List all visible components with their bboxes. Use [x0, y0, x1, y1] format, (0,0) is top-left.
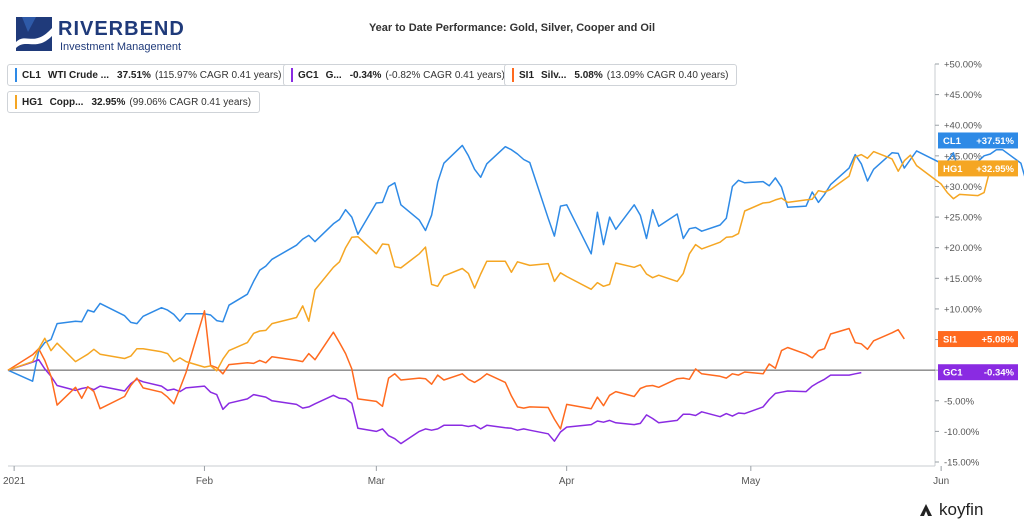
legend-cagr: (99.06% CAGR 0.41 years) — [129, 97, 252, 108]
legend-cagr: (13.09% CAGR 0.40 years) — [606, 70, 729, 81]
y-tick-label: +35.00% — [944, 151, 982, 162]
end-label-ticker: GC1 — [943, 368, 963, 379]
legend-change: 32.95% — [91, 97, 126, 108]
x-tick-label: May — [741, 476, 760, 487]
end-label-bg — [938, 364, 1018, 381]
y-tick-label: -10.00% — [944, 427, 980, 438]
legend-change: 37.51% — [117, 70, 151, 81]
legend-cagr: (-0.82% CAGR 0.41 years) — [385, 70, 505, 81]
end-label-bg — [938, 132, 1018, 149]
legend-ticker: SI1 — [519, 70, 535, 81]
series-line-cl1 — [7, 144, 1024, 382]
legend-change: 5.08% — [574, 70, 603, 81]
y-tick-label: +50.00% — [944, 60, 982, 71]
legend-item-cl1[interactable]: CL1 WTI Crude ... 37.51% (115.97% CAGR 0.41… — [7, 64, 291, 86]
y-tick-label: +45.00% — [944, 90, 982, 101]
end-label-value: +37.51% — [976, 136, 1014, 147]
end-label-si1: SI1 +5.08% — [938, 331, 1018, 348]
koyfin-watermark: koyfin — [939, 500, 984, 519]
y-tick-label: +30.00% — [944, 182, 982, 193]
end-label-ticker: HG1 — [943, 164, 963, 175]
legend-item-hg1[interactable]: HG1 Copp... 32.95% (99.06% CAGR 0.41 years) — [7, 91, 261, 113]
legend-ticker: HG1 — [22, 97, 43, 108]
y-tick-label: -5.00% — [944, 396, 975, 407]
legend-ticker: GC1 — [298, 70, 319, 81]
y-tick-label: +40.00% — [944, 121, 982, 132]
legend-swatch — [512, 68, 514, 83]
series-line-hg1 — [7, 150, 1003, 372]
y-tick-label: -15.00% — [944, 458, 980, 469]
legend-change: -0.34% — [349, 70, 382, 81]
legend-item-gc1[interactable]: GC1 G... -0.34% (-0.82% CAGR 0.41 years) — [283, 64, 514, 86]
y-tick-label: +25.00% — [944, 213, 982, 224]
end-label-bg — [938, 331, 1018, 348]
legend-ticker: CL1 — [22, 70, 41, 81]
end-label-bg — [938, 160, 1018, 177]
legend-item-si1[interactable]: SI1 Silv... 5.08% (13.09% CAGR 0.40 years) — [504, 64, 738, 86]
y-tick-label: +20.00% — [944, 243, 982, 254]
y-tick-label: +5.00% — [944, 335, 977, 346]
legend-cagr: (115.97% CAGR 0.41 years) — [154, 70, 282, 81]
end-label-ticker: SI1 — [943, 335, 958, 346]
end-label-ticker: CL1 — [943, 136, 962, 147]
legend-swatch — [291, 68, 293, 83]
x-tick-label: 2021 — [3, 476, 26, 487]
x-tick-label: Apr — [559, 476, 575, 487]
legend-name: Silv... — [541, 70, 567, 81]
legend-name: WTI Crude ... — [47, 70, 110, 81]
koyfin-logo-icon — [920, 504, 932, 516]
y-tick-label: +10.00% — [944, 304, 982, 315]
series-line-si1 — [7, 310, 905, 430]
legend-name: Copp... — [49, 97, 84, 108]
legend-swatch — [15, 95, 17, 110]
brand-tagline: Investment Management — [60, 41, 182, 53]
end-label-value: -0.34% — [984, 368, 1015, 379]
end-label-gc1: GC1 -0.34% — [938, 364, 1018, 381]
end-label-cl1: CL1 +37.51% — [938, 132, 1018, 149]
x-tick-label: Jun — [933, 476, 949, 487]
riverbend-logo-icon — [16, 17, 52, 51]
series-line-gc1 — [7, 358, 862, 445]
x-tick-label: Feb — [196, 476, 214, 487]
brand-logo: RIVERBEND Investment Management — [14, 14, 184, 56]
chart-title: Year to Date Performance: Gold, Silver, … — [368, 22, 656, 34]
end-label-value: +32.95% — [976, 164, 1014, 175]
y-tick-label: +15.00% — [944, 274, 982, 285]
legend-swatch — [15, 68, 17, 83]
legend-name: G... — [325, 70, 342, 81]
x-tick-label: Mar — [368, 476, 386, 487]
y-tick-label: 0 — [944, 366, 949, 377]
end-label-hg1: HG1 +32.95% — [938, 160, 1018, 177]
end-label-value: +5.08% — [982, 335, 1015, 346]
brand-name: RIVERBEND — [58, 18, 185, 40]
